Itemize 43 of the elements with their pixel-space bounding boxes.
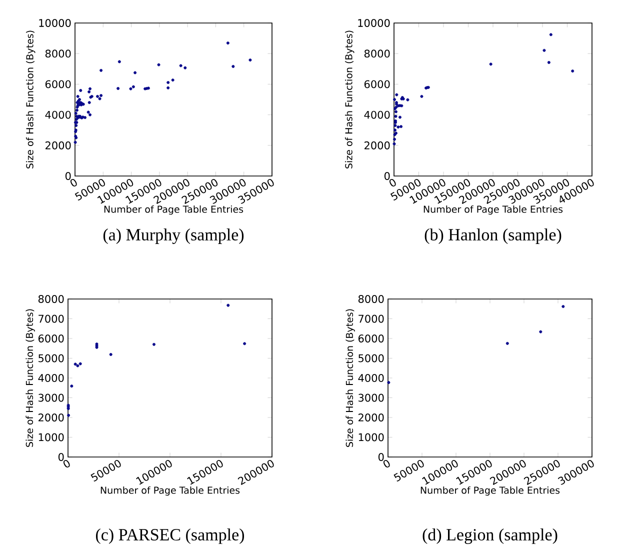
y-tick-label: 6000 (358, 334, 384, 342)
y-axis-title: Size of Hash Function (Bytes) (346, 309, 355, 447)
x-axis-title: Number of Page Table Entries (424, 205, 563, 215)
x-axis-title: Number of Page Table Entries (100, 486, 240, 496)
y-tick-label: 2000 (46, 141, 71, 150)
y-tick-label: 8000 (358, 295, 384, 303)
y-tick-label: 10000 (39, 19, 71, 27)
y-tick-label: 6000 (45, 80, 71, 88)
y-tick-label: 4000 (38, 374, 64, 382)
y-tick-label: 6000 (364, 80, 390, 88)
text: (a) Murphy (sample) (103, 228, 244, 244)
y-tick-label: 0 (65, 172, 71, 180)
y-tick-label: 3000 (38, 394, 64, 402)
text: (d) Legion (sample) (422, 528, 558, 544)
y-tick-label: 4000 (358, 374, 384, 382)
y-tick-label: 1000 (38, 433, 64, 442)
y-tick-label: 2000 (358, 414, 384, 422)
y-tick-label: 1000 (358, 433, 384, 442)
y-axis-title: Size of Hash Function (Bytes) (26, 30, 36, 168)
y-tick-label: 8000 (364, 50, 390, 58)
y-tick-label: 8000 (45, 50, 71, 58)
y-tick-label: 10000 (358, 19, 390, 27)
y-tick-label: 0 (384, 172, 390, 180)
y-tick-label: 6000 (38, 334, 64, 342)
x-axis-title: Number of Page Table Entries (104, 205, 244, 215)
y-tick-label: 7000 (38, 314, 64, 323)
text: (c) PARSEC (sample) (96, 528, 244, 544)
y-tick-label: 3000 (358, 394, 384, 402)
y-tick-label: 0 (378, 453, 384, 461)
y-tick-label: 2000 (364, 141, 390, 150)
y-tick-label: 8000 (38, 295, 64, 303)
y-axis-title: Size of Hash Function (Bytes) (26, 309, 35, 447)
y-tick-label: 4000 (45, 110, 71, 119)
y-tick-label: 2000 (38, 414, 64, 422)
y-tick-label: 7000 (358, 314, 384, 323)
y-tick-label: 5000 (38, 354, 64, 362)
y-axis-title: Size of Hash Function (Bytes) (345, 30, 354, 168)
y-tick-label: 0 (58, 453, 64, 461)
y-tick-label: 4000 (364, 110, 390, 119)
x-tick-label: 0 (70, 178, 77, 187)
y-tick-label: 5000 (358, 354, 384, 362)
text: (b) Hanlon (sample) (424, 228, 562, 244)
x-axis-title: Number of Page Table Entries (420, 486, 560, 496)
